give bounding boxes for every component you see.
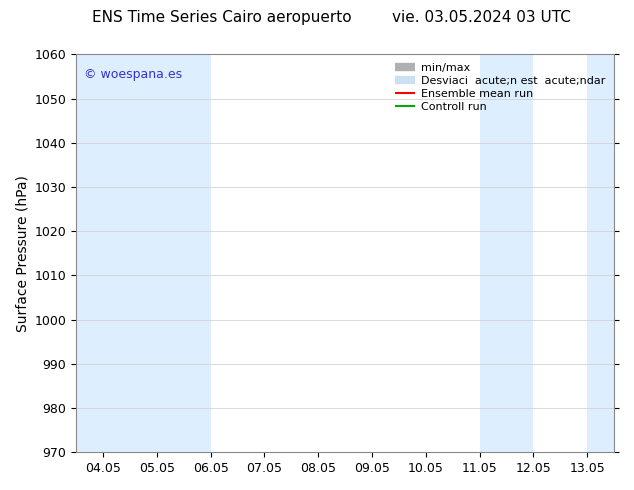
Y-axis label: Surface Pressure (hPa): Surface Pressure (hPa) [15, 175, 29, 332]
Text: vie. 03.05.2024 03 UTC: vie. 03.05.2024 03 UTC [392, 10, 571, 24]
Text: © woespana.es: © woespana.es [84, 68, 183, 81]
Legend: min/max, Desviaci  acute;n est  acute;ndar, Ensemble mean run, Controll run: min/max, Desviaci acute;n est acute;ndar… [392, 60, 609, 115]
Bar [480, 54, 533, 452]
Bar [587, 54, 614, 452]
Text: ENS Time Series Cairo aeropuerto: ENS Time Series Cairo aeropuerto [92, 10, 352, 24]
Bar [76, 54, 210, 452]
